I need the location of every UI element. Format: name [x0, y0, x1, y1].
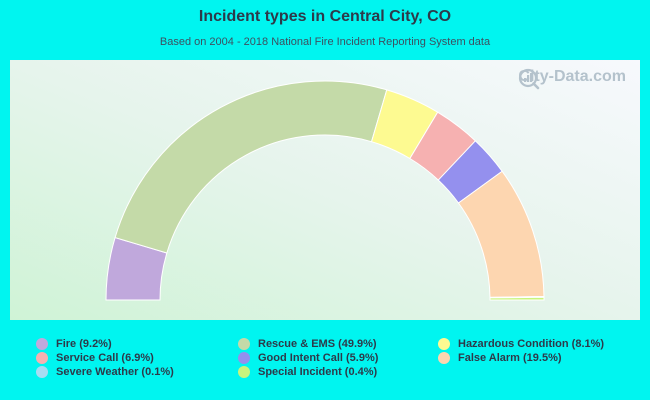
legend-swatch: [238, 366, 250, 378]
legend-label: Fire (9.2%): [56, 338, 112, 350]
legend-item-rescue-ems[interactable]: Rescue & EMS (49.9%): [238, 338, 377, 350]
legend-swatch: [238, 352, 250, 364]
donut-chart: [105, 80, 545, 301]
legend-item-service-call[interactable]: Service Call (6.9%): [36, 352, 154, 364]
chart-legend: Fire (9.2%) Service Call (6.9%) Severe Wea…: [36, 338, 636, 388]
legend-label: Severe Weather (0.1%): [56, 366, 174, 378]
legend-item-special-incident[interactable]: Special Incident (0.4%): [238, 366, 377, 378]
legend-label: False Alarm (19.5%): [458, 352, 562, 364]
plot-area: City-Data.com: [10, 60, 640, 320]
legend-label: Service Call (6.9%): [56, 352, 154, 364]
legend-swatch: [36, 366, 48, 378]
legend-swatch: [438, 352, 450, 364]
chart-subtitle: Based on 2004 - 2018 National Fire Incid…: [159, 36, 491, 48]
watermark-text: City-Data.com: [518, 68, 626, 85]
watermark: City-Data.com: [518, 68, 626, 90]
legend-swatch: [36, 352, 48, 364]
legend-item-fire[interactable]: Fire (9.2%): [36, 338, 112, 350]
legend-item-severe-weather[interactable]: Severe Weather (0.1%): [36, 366, 174, 378]
legend-item-good-intent-call[interactable]: Good Intent Call (5.9%): [238, 352, 378, 364]
legend-swatch: [438, 338, 450, 350]
legend-label: Hazardous Condition (8.1%): [458, 338, 605, 350]
legend-item-false-alarm[interactable]: False Alarm (19.5%): [438, 352, 562, 364]
slice-rescue-ems[interactable]: [114, 80, 388, 254]
legend-swatch: [238, 338, 250, 350]
legend-item-hazardous-condition[interactable]: Hazardous Condition (8.1%): [438, 338, 604, 350]
legend-label: Special Incident (0.4%): [258, 366, 378, 378]
legend-label: Rescue & EMS (49.9%): [258, 338, 377, 350]
chart-title: Incident types in Central City, CO: [198, 8, 452, 25]
slice-special-incident[interactable]: [489, 296, 545, 301]
magnifier-chart-icon: [519, 68, 540, 90]
legend-label: Good Intent Call (5.9%): [258, 352, 379, 364]
legend-swatch: [36, 338, 48, 350]
